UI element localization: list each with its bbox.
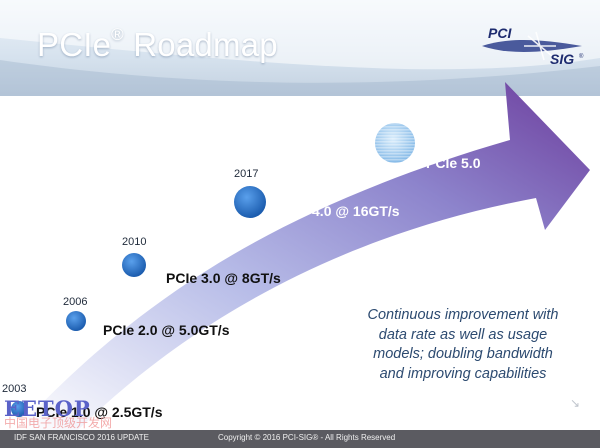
logo-text-sig: SIG bbox=[550, 51, 574, 67]
slide-footer: IDF SAN FRANCISCO 2016 UPDATE Copyright … bbox=[0, 430, 600, 448]
milestone-dot-icon bbox=[234, 186, 266, 218]
milestone-year: 2010 bbox=[122, 236, 147, 248]
milestone-label: PCIe 3.0 @ 8GT/s bbox=[166, 270, 281, 286]
slide-title: PCIe® Roadmap bbox=[37, 25, 278, 64]
header-swoosh bbox=[0, 0, 600, 96]
title-rest: Roadmap bbox=[123, 26, 278, 63]
callout-text: Continuous improvement with data rate as… bbox=[367, 307, 559, 382]
milestone-dot-icon bbox=[11, 401, 27, 417]
title-registered-mark: ® bbox=[111, 25, 124, 44]
next-arrow-icon: ↘ bbox=[570, 396, 581, 410]
title-main: PCIe bbox=[37, 26, 112, 63]
milestone-year: 2017 bbox=[234, 168, 259, 180]
milestone-label: PCIe 2.0 @ 5.0GT/s bbox=[103, 322, 230, 338]
logo-text-pci: PCI bbox=[488, 25, 512, 41]
watermark-subtitle: 中国电子顶级开发网 bbox=[4, 416, 113, 430]
pci-sig-logo-icon: PCI SIG ® bbox=[482, 25, 584, 67]
footer-event: IDF SAN FRANCISCO 2016 UPDATE bbox=[14, 433, 149, 442]
milestone-dot-icon bbox=[122, 253, 146, 277]
milestone-dot-texture bbox=[375, 123, 415, 163]
slide-header: PCIe® Roadmap PCI SIG ® bbox=[0, 0, 600, 96]
milestone-year: 2003 bbox=[2, 383, 27, 395]
milestone-label: PCIe 4.0 @ 16GT/s bbox=[277, 203, 400, 219]
roadmap-arrow bbox=[16, 82, 590, 430]
footer-copyright: Copyright © 2016 PCI-SIG® - All Rights R… bbox=[218, 433, 396, 442]
milestone-year: 2006 bbox=[63, 296, 88, 308]
watermark-logo: EETOP bbox=[4, 396, 91, 421]
logo-registered-mark: ® bbox=[579, 53, 584, 60]
milestone-label: PCIe 5.0 bbox=[426, 155, 481, 171]
milestone-label: PCIe 1.0 @ 2.5GT/s bbox=[36, 404, 163, 420]
milestone-dot-icon bbox=[66, 311, 86, 331]
